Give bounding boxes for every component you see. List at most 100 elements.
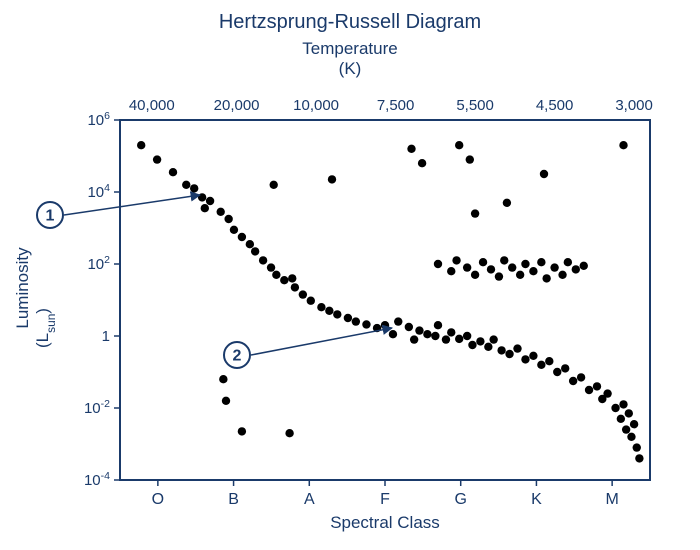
spectral-tick: F xyxy=(380,491,390,508)
data-point xyxy=(503,199,511,207)
data-point xyxy=(238,233,246,241)
top-axis-unit: (K) xyxy=(339,59,362,78)
data-point xyxy=(455,141,463,149)
data-point xyxy=(540,170,548,178)
data-point xyxy=(627,433,635,441)
chart-svg: Hertzsprung-Russell Diagram Temperature(K… xyxy=(0,0,700,550)
data-point xyxy=(447,328,455,336)
data-point xyxy=(328,175,336,183)
data-point xyxy=(513,344,521,352)
temp-tick: 10,000 xyxy=(293,97,339,114)
data-point xyxy=(224,215,232,223)
spectral-tick: A xyxy=(304,491,315,508)
data-point xyxy=(630,420,638,428)
data-point xyxy=(307,297,315,305)
callout-number: 2 xyxy=(233,348,242,365)
data-point xyxy=(407,145,415,153)
data-point xyxy=(625,409,633,417)
temp-tick: 4,500 xyxy=(536,97,574,114)
data-point xyxy=(593,382,601,390)
data-point xyxy=(476,337,484,345)
data-point xyxy=(521,355,529,363)
data-point xyxy=(201,204,209,212)
data-point xyxy=(362,320,370,328)
data-point xyxy=(463,332,471,340)
data-point xyxy=(217,208,225,216)
data-point xyxy=(463,263,471,271)
callout-number: 1 xyxy=(46,208,55,225)
data-point xyxy=(468,341,476,349)
data-point xyxy=(471,271,479,279)
data-point xyxy=(246,240,254,248)
top-axis-label: Temperature xyxy=(302,39,397,58)
data-point xyxy=(495,272,503,280)
data-point xyxy=(622,425,630,433)
data-point xyxy=(545,357,553,365)
data-point xyxy=(619,141,627,149)
data-point xyxy=(394,317,402,325)
data-point xyxy=(611,404,619,412)
data-point xyxy=(238,427,246,435)
data-point xyxy=(352,317,360,325)
data-point xyxy=(452,256,460,264)
data-point xyxy=(508,263,516,271)
data-point xyxy=(633,443,641,451)
spectral-tick: G xyxy=(454,491,466,508)
spectral-tick: K xyxy=(531,491,542,508)
data-point xyxy=(550,263,558,271)
data-point xyxy=(500,256,508,264)
data-point xyxy=(153,155,161,163)
data-point xyxy=(466,155,474,163)
data-point xyxy=(405,323,413,331)
data-point xyxy=(434,321,442,329)
hr-diagram-figure: { "chart": { "type": "scatter", "title":… xyxy=(0,0,700,550)
data-point xyxy=(447,267,455,275)
data-point xyxy=(542,274,550,282)
data-point xyxy=(553,368,561,376)
data-point xyxy=(418,159,426,167)
data-point xyxy=(333,310,341,318)
temp-tick: 20,000 xyxy=(214,97,260,114)
data-point xyxy=(190,184,198,192)
data-point xyxy=(471,209,479,217)
data-point xyxy=(169,168,177,176)
data-point xyxy=(219,375,227,383)
data-point xyxy=(259,256,267,264)
data-point xyxy=(537,361,545,369)
data-point xyxy=(580,262,588,270)
data-point xyxy=(415,326,423,334)
data-point xyxy=(516,271,524,279)
data-point xyxy=(529,267,537,275)
spectral-tick: B xyxy=(228,491,239,508)
data-point xyxy=(434,260,442,268)
data-point xyxy=(325,307,333,315)
data-point xyxy=(251,247,259,255)
data-point xyxy=(505,350,513,358)
data-point xyxy=(299,290,307,298)
temp-tick: 3,000 xyxy=(615,97,653,114)
data-point xyxy=(529,352,537,360)
data-point xyxy=(487,265,495,273)
data-point xyxy=(423,330,431,338)
data-point xyxy=(558,271,566,279)
temp-tick: 40,000 xyxy=(129,97,175,114)
spectral-tick: O xyxy=(152,491,164,508)
data-point xyxy=(484,343,492,351)
data-point xyxy=(561,364,569,372)
bottom-axis-label: Spectral Class xyxy=(330,513,440,532)
data-point xyxy=(280,276,288,284)
data-point xyxy=(222,397,230,405)
data-point xyxy=(455,335,463,343)
data-point xyxy=(410,335,418,343)
y-axis-label: Luminosity xyxy=(13,247,32,329)
data-point xyxy=(617,415,625,423)
data-point xyxy=(272,271,280,279)
chart-title: Hertzsprung-Russell Diagram xyxy=(219,11,481,33)
temp-tick: 7,500 xyxy=(377,97,415,114)
data-point xyxy=(479,258,487,266)
data-point xyxy=(603,389,611,397)
data-point xyxy=(285,429,293,437)
data-point xyxy=(572,265,580,273)
data-point xyxy=(585,386,593,394)
data-point xyxy=(291,283,299,291)
